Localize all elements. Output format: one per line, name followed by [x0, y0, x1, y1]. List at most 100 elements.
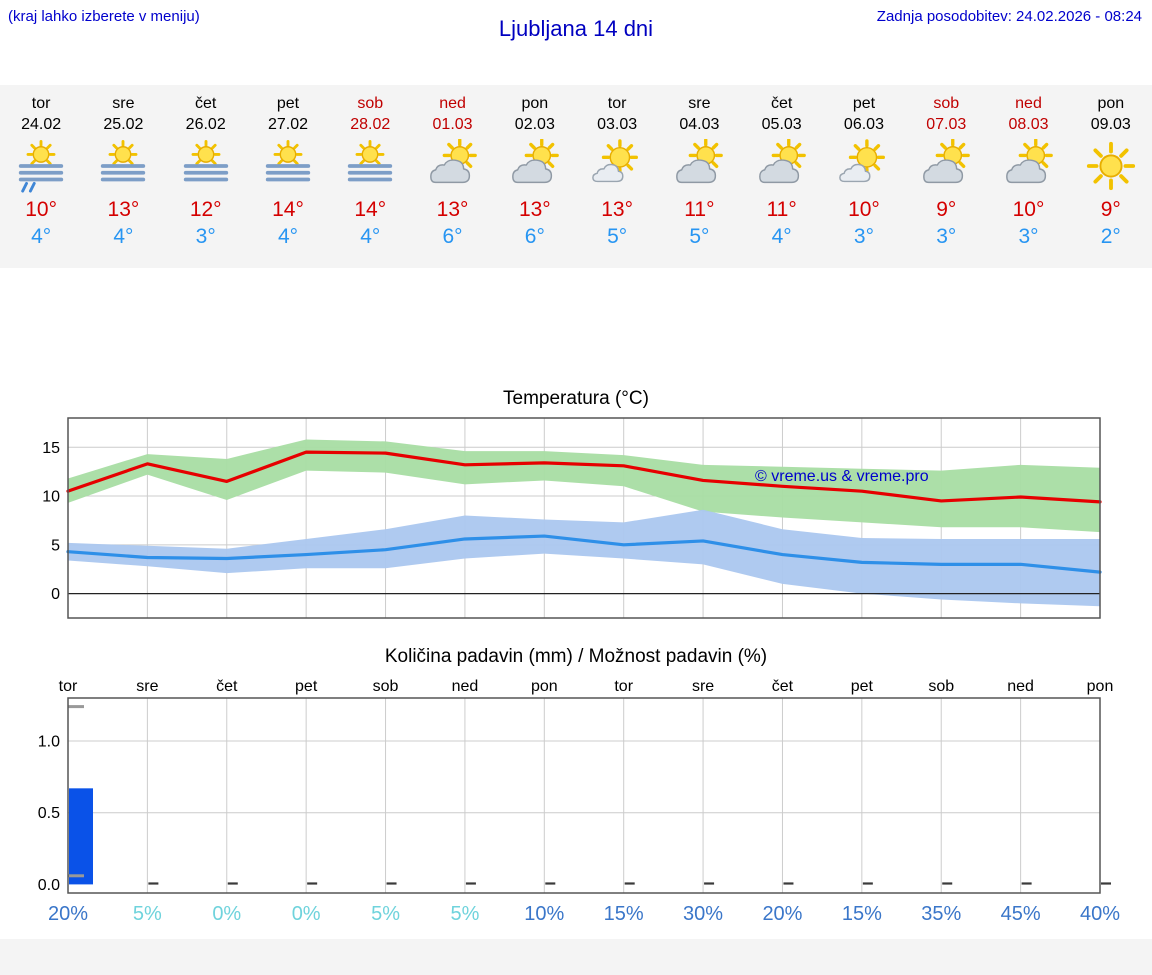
y-axis-label: 5	[51, 537, 60, 554]
temp-min: 5°	[607, 225, 628, 248]
day-date: 07.03	[926, 116, 967, 133]
temp-min: 4°	[31, 225, 52, 248]
forecast-day: pon 09.03 9° 2°	[1070, 85, 1152, 268]
day-date: 02.03	[514, 116, 555, 133]
day-date: 26.02	[185, 116, 226, 133]
zero-precip-tick	[545, 882, 556, 885]
temp-max: 9°	[936, 198, 957, 221]
x-axis-label: sre	[136, 678, 158, 695]
temp-max: 11°	[766, 198, 797, 221]
precip-probability: 0%	[212, 903, 241, 925]
temp-max: 11°	[684, 198, 715, 221]
sun-icon	[1084, 139, 1138, 193]
x-axis-label: čet	[216, 678, 238, 695]
forecast-day: čet 26.02 12° 3°	[165, 85, 247, 268]
y-axis-label: 10	[42, 489, 60, 506]
temp-min: 4°	[277, 225, 299, 248]
plot-border	[67, 417, 1101, 619]
temp-min-line	[66, 534, 1102, 574]
range-marker	[68, 705, 84, 709]
temp-max: 13°	[518, 198, 551, 221]
day-date: 03.03	[597, 116, 638, 133]
forecast-day: pet 06.03 10° 3°	[823, 85, 905, 268]
y-axis-label: 0.0	[38, 877, 60, 894]
temp-min: 3°	[1018, 225, 1039, 248]
temp-max: 14°	[272, 198, 304, 221]
last-updated-text: Zadnja posodobitev: 24.02.2026 - 08:24	[876, 8, 1142, 25]
x-axis-label: sob	[928, 678, 954, 695]
x-axis-label: pet	[851, 678, 874, 695]
zero-precip-tick	[227, 882, 238, 885]
temperature-chart-title: Temperatura (°C)	[503, 388, 649, 409]
forecast-day: sre 25.02 13° 4°	[82, 85, 164, 268]
day-date: 06.03	[843, 116, 884, 133]
day-name: sre	[112, 95, 135, 112]
temp-min: 3°	[195, 225, 216, 248]
temp-max: 10°	[1012, 198, 1045, 221]
forecast-day: čet 05.03 11° 4°	[741, 85, 823, 268]
zero-precip-tick	[862, 882, 873, 885]
sun-cloud-icon	[919, 139, 973, 193]
temperature-section: Temperatura (°C) 0 5 10 15 © vreme.us & vrem…	[0, 388, 1152, 622]
precip-probability: 0%	[292, 903, 321, 925]
x-axis-label: sre	[692, 678, 714, 695]
day-name: sre	[688, 95, 711, 112]
sun-fog-icon	[96, 139, 150, 193]
day-name: pon	[1097, 95, 1125, 112]
forecast-day: ned 08.03 10° 3°	[987, 85, 1069, 268]
temp-min: 4°	[360, 225, 381, 248]
precip-probability: 15%	[842, 903, 882, 925]
day-name: pet	[276, 95, 300, 112]
precip-probability: 45%	[1001, 903, 1041, 925]
temp-min: 3°	[853, 225, 874, 248]
footer-strip	[0, 939, 1152, 975]
y-axis-label: 15	[42, 440, 60, 457]
range-marker	[68, 874, 84, 878]
x-axis-label: tor	[59, 678, 78, 695]
temp-max: 13°	[601, 198, 633, 221]
temp-min: 3°	[936, 225, 957, 248]
plot-border	[67, 697, 1101, 894]
day-date: 01.03	[432, 116, 473, 133]
precipitation-section: Količina padavin (mm) / Možnost padavin …	[0, 646, 1152, 926]
temp-min: 5°	[689, 225, 710, 248]
zero-precip-tick	[783, 882, 794, 885]
forecast-day: tor 03.03 13° 5°	[576, 85, 658, 268]
forecast-day: sob 28.02 14° 4°	[329, 85, 411, 268]
temp-min: 2°	[1100, 225, 1121, 248]
day-name: tor	[607, 95, 627, 112]
day-date: 27.02	[267, 116, 308, 133]
day-name: ned	[1015, 95, 1042, 112]
x-axis-label: ned	[452, 678, 479, 695]
forecast-day: sre 04.03 11° 5°	[658, 85, 740, 268]
x-axis-label: pon	[531, 678, 558, 695]
precip-probability: 40%	[1080, 903, 1120, 925]
temp-min-range-band	[68, 509, 1100, 607]
forecast-day: sob 07.03 9° 3°	[905, 85, 987, 268]
sun-fog-drizzle-icon	[14, 139, 68, 193]
zero-precip-tick	[465, 882, 476, 885]
zero-precip-tick	[624, 882, 635, 885]
sun-cloud-icon	[508, 139, 562, 193]
day-name: tor	[31, 95, 51, 112]
menu-hint-text: (kraj lahko izberete v meniju)	[8, 8, 200, 25]
precip-probability: 35%	[921, 903, 961, 925]
temp-max-line	[66, 450, 1102, 504]
precip-probability: 5%	[133, 903, 162, 925]
temp-min: 6°	[442, 225, 463, 248]
day-date: 09.03	[1090, 116, 1131, 133]
x-axis-label: tor	[614, 678, 633, 695]
day-date: 05.03	[761, 116, 802, 133]
day-name: čet	[195, 95, 217, 112]
forecast-day: pon 02.03 13° 6°	[494, 85, 576, 268]
precip-bar	[69, 788, 93, 885]
precip-probability: 20%	[762, 903, 802, 925]
temperature-chart: 0 5 10 15 © vreme.us & vreme.pro	[42, 417, 1102, 619]
day-date: 08.03	[1008, 116, 1049, 133]
sun-small-cloud-icon	[837, 139, 891, 193]
zero-precip-tick	[307, 882, 318, 885]
day-date: 25.02	[103, 116, 144, 133]
day-date: 28.02	[350, 116, 391, 133]
precipitation-chart-title: Količina padavin (mm) / Možnost padavin …	[384, 646, 768, 667]
x-axis-label: pet	[295, 678, 318, 695]
